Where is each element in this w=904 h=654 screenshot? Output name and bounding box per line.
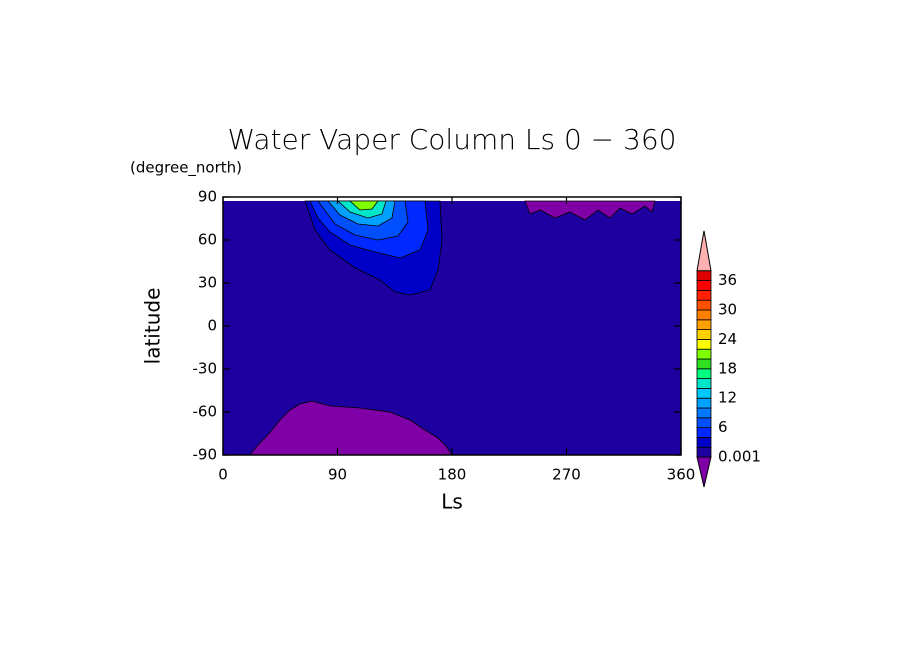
colorbar-label: 36	[718, 271, 737, 289]
contour-region	[348, 200, 379, 211]
colorbar-label: 12	[718, 389, 737, 407]
colorbar-box	[696, 348, 712, 360]
colorbar-box	[696, 387, 712, 399]
colorbar-label: 6	[718, 418, 728, 436]
colorbar-box	[696, 358, 712, 370]
colorbar-box	[696, 436, 712, 448]
x-tick-label: 360	[667, 466, 696, 484]
colorbar-label: 30	[718, 301, 737, 319]
y-tick-label: 0	[207, 317, 217, 335]
colorbar-label: 24	[718, 330, 737, 348]
contour-region	[249, 400, 453, 456]
colorbar-label: 18	[718, 359, 737, 377]
colorbar-box	[696, 417, 712, 428]
y-tick-label: -30	[193, 360, 218, 378]
x-tick-label: 270	[552, 466, 581, 484]
y-tick-label: 90	[198, 188, 217, 206]
y-tick-label: 30	[198, 274, 217, 292]
y-tick-label: -60	[193, 403, 218, 421]
colorbar-box	[696, 289, 712, 301]
colorbar-box	[696, 309, 712, 321]
colorbar-box	[696, 407, 712, 419]
colorbar-box	[696, 280, 712, 291]
colorbar-box	[696, 270, 712, 281]
colorbar-box	[696, 446, 712, 458]
x-tick-label: 180	[438, 466, 467, 484]
colorbar-box	[696, 427, 712, 438]
colorbar-label: 0.001	[718, 448, 761, 466]
colorbar-box	[696, 299, 712, 311]
y-units: (degree_north)	[130, 159, 242, 178]
colorbar-box	[696, 368, 712, 379]
x-axis-label: Ls	[441, 490, 463, 514]
y-axis-label: latitude	[141, 288, 165, 365]
colorbar-box	[696, 319, 712, 330]
contour-field	[223, 200, 681, 456]
y-tick-label: -90	[193, 446, 218, 464]
contour-region	[524, 200, 656, 221]
colorbar-below	[696, 456, 712, 488]
colorbar-box	[696, 338, 712, 350]
chart-title: Water Vaper Column Ls 0 − 360	[228, 123, 677, 156]
colorbar-box	[696, 329, 712, 340]
y-tick-label: 60	[198, 231, 217, 249]
colorbar-box	[696, 397, 712, 409]
colorbar-above	[696, 230, 712, 272]
colorbar-box	[696, 378, 712, 389]
x-tick-label: 90	[328, 466, 347, 484]
x-tick-label: 0	[218, 466, 228, 484]
